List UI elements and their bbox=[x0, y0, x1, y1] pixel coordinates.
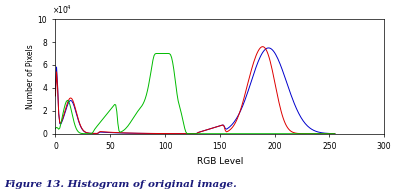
Y-axis label: Number of Pixels: Number of Pixels bbox=[26, 44, 35, 109]
Text: $\times\!10^4$: $\times\!10^4$ bbox=[52, 3, 72, 16]
Text: Figure 13. Histogram of original image.: Figure 13. Histogram of original image. bbox=[4, 180, 237, 189]
X-axis label: RGB Level: RGB Level bbox=[196, 157, 243, 166]
